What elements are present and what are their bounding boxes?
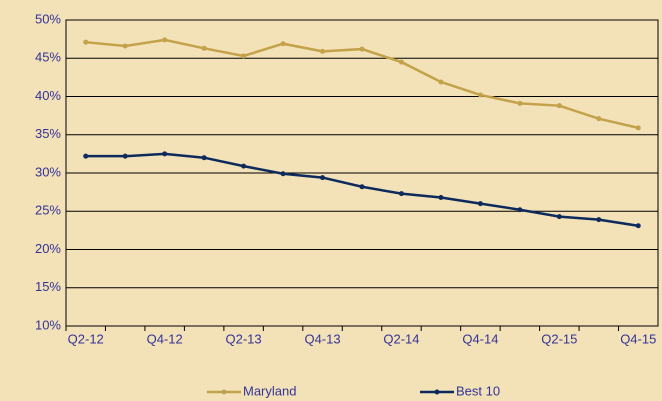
x-tick-label: Q4-15 bbox=[620, 331, 656, 346]
y-tick-label: 10% bbox=[35, 317, 61, 332]
point bbox=[83, 39, 89, 45]
y-tick-label: 40% bbox=[35, 88, 61, 103]
point bbox=[201, 45, 207, 51]
point bbox=[320, 175, 326, 181]
point bbox=[477, 92, 483, 98]
x-tick-label: Q4-13 bbox=[304, 331, 340, 346]
y-tick-label: 45% bbox=[35, 50, 61, 65]
point bbox=[83, 153, 89, 159]
legend-marker bbox=[434, 389, 440, 395]
point bbox=[122, 153, 128, 159]
legend-marker bbox=[221, 389, 227, 395]
point bbox=[320, 48, 326, 54]
point bbox=[596, 116, 602, 122]
series-line bbox=[85, 152, 639, 228]
point bbox=[280, 41, 286, 47]
point bbox=[359, 46, 365, 52]
point bbox=[241, 163, 247, 169]
point bbox=[359, 184, 365, 190]
x-tick-label: Q2-12 bbox=[68, 331, 104, 346]
point bbox=[517, 100, 523, 106]
point bbox=[517, 207, 523, 213]
x-tick-label: Q2-15 bbox=[541, 331, 577, 346]
point bbox=[596, 217, 602, 223]
x-tick-label: Q4-12 bbox=[147, 331, 183, 346]
point bbox=[477, 201, 483, 207]
x-tick-label: Q2-13 bbox=[226, 331, 262, 346]
point bbox=[122, 43, 128, 49]
point bbox=[241, 53, 247, 59]
point bbox=[438, 79, 444, 85]
y-tick-label: 30% bbox=[35, 164, 61, 179]
point bbox=[635, 223, 641, 229]
y-tick-label: 35% bbox=[35, 126, 61, 141]
point bbox=[556, 214, 562, 220]
x-tick-label: Q4-14 bbox=[462, 331, 498, 346]
y-tick-label: 25% bbox=[35, 203, 61, 218]
plot-frame bbox=[65, 19, 659, 327]
point bbox=[438, 194, 444, 200]
point bbox=[398, 59, 404, 65]
y-tick-label: 15% bbox=[35, 279, 61, 294]
legend-label: Best 10 bbox=[456, 383, 500, 398]
point bbox=[162, 37, 168, 43]
point bbox=[398, 191, 404, 197]
y-tick-label: 50% bbox=[35, 11, 61, 26]
point bbox=[635, 125, 641, 131]
x-tick-label: Q2-14 bbox=[383, 331, 419, 346]
point bbox=[556, 103, 562, 109]
y-tick-label: 20% bbox=[35, 241, 61, 256]
point bbox=[280, 171, 286, 177]
legend-label: Maryland bbox=[243, 383, 296, 398]
point bbox=[201, 155, 207, 161]
point bbox=[162, 151, 168, 157]
series-line bbox=[85, 38, 639, 130]
